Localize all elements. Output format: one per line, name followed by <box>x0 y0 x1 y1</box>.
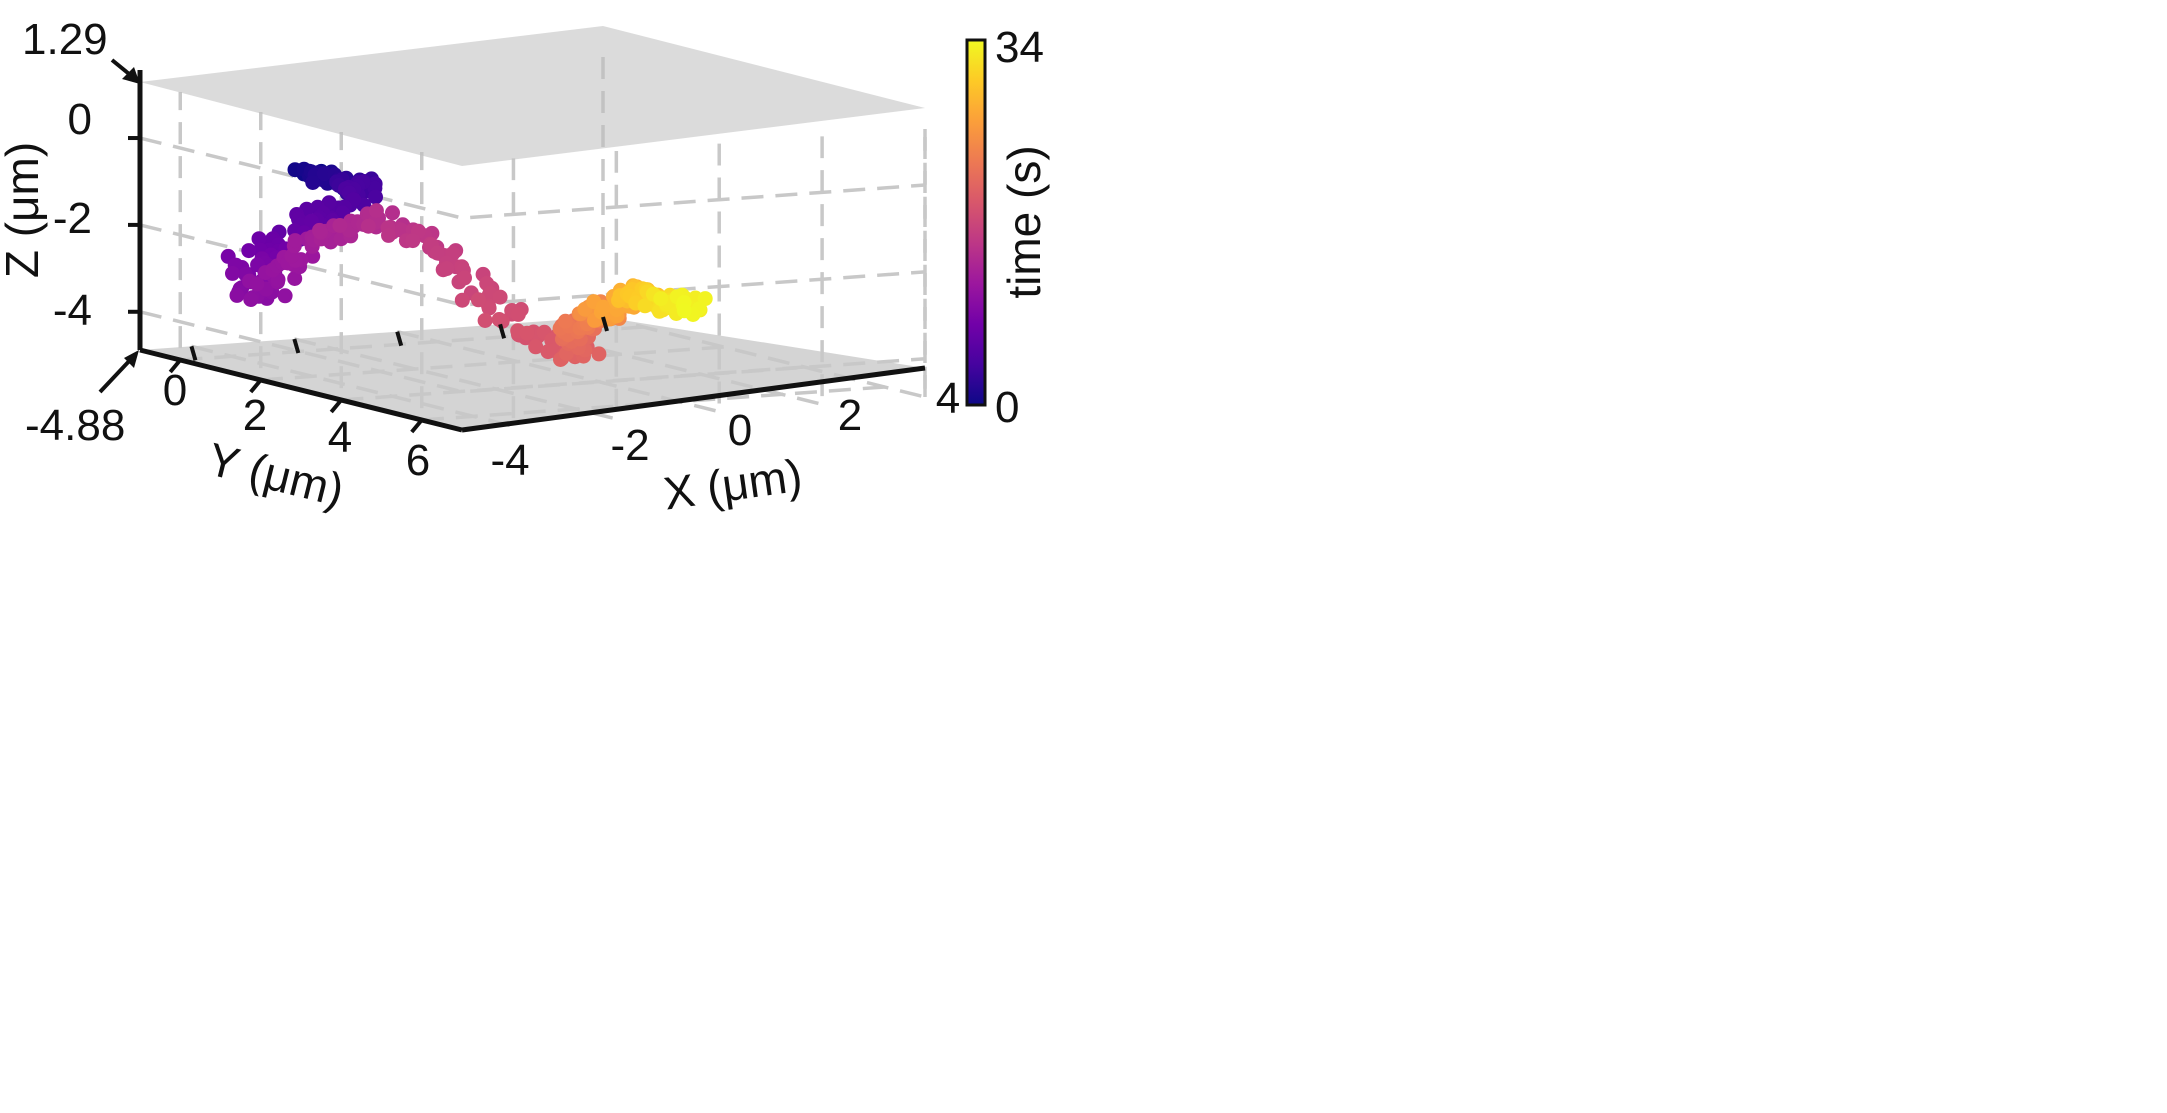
x-axis-title: X (μm) <box>660 449 805 520</box>
x-tick-label-2: 0 <box>728 406 752 455</box>
bottom-plane-arrowhead <box>124 350 139 368</box>
x-tick-mark <box>498 323 507 339</box>
grid-line <box>420 152 885 422</box>
z-tick-label-0: 0 <box>68 95 92 144</box>
trajectory-point <box>381 227 396 243</box>
trajectory-point <box>470 292 486 308</box>
grid-line <box>139 136 926 220</box>
trajectory-point <box>225 265 240 281</box>
trajectory-point <box>528 339 544 355</box>
grid-lines <box>139 49 927 429</box>
top-plane-label: 1.29 <box>22 15 108 64</box>
x-tick-mark <box>601 316 609 332</box>
x-axis-line <box>461 365 926 433</box>
grid-line <box>139 310 926 394</box>
colorbar-title: time (s) <box>998 145 1050 298</box>
trajectory-point <box>492 289 508 305</box>
trajectory-point <box>491 312 507 327</box>
y-tick-label-0: 0 <box>163 366 187 415</box>
y-tick-mark <box>329 398 343 414</box>
trajectory-point <box>287 233 303 249</box>
trajectory-point <box>457 270 472 286</box>
trajectory-point <box>481 300 497 316</box>
colorbar-max-label: 34 <box>995 23 1044 72</box>
x-tick-label-0: -4 <box>490 436 529 485</box>
tick-marks <box>128 136 609 434</box>
y-tick-mark <box>410 418 424 434</box>
x-tick-label-3: 2 <box>838 391 862 440</box>
trajectory-point <box>405 233 421 249</box>
trajectory-point <box>287 271 303 286</box>
bottom-plane-arrow <box>98 356 134 394</box>
x-tick-mark <box>395 331 404 347</box>
grid-line <box>178 92 644 362</box>
trajectory-point <box>519 325 535 341</box>
trajectory-point <box>332 218 348 233</box>
grid-line <box>396 143 721 414</box>
trajectory-point <box>454 292 470 308</box>
trajectory-point <box>241 243 257 259</box>
grid-line <box>191 158 516 429</box>
trajectory-point <box>429 245 445 261</box>
trajectory-point <box>477 313 493 328</box>
trajectory-point <box>676 303 692 319</box>
top-plane <box>140 26 925 166</box>
trajectory-point <box>637 298 653 314</box>
trajectory-point <box>439 261 455 277</box>
z-tick-label-1: -2 <box>53 194 92 243</box>
trajectory-point <box>368 189 383 205</box>
trajectory-point <box>368 203 384 219</box>
bottom-plane-label: -4.88 <box>25 401 125 450</box>
y-tick-mark <box>168 358 182 374</box>
y-axis-line <box>139 347 463 433</box>
trajectory-point <box>360 218 376 234</box>
trajectory-point <box>385 205 400 221</box>
grid-line <box>499 136 824 407</box>
grid-line <box>339 132 805 402</box>
y-tick-label-2: 4 <box>328 413 352 462</box>
x-tick-label-4: 4 <box>936 374 960 423</box>
top-plane-arrowhead <box>122 67 140 84</box>
trajectory-point <box>557 313 573 329</box>
colorbar-min-label: 0 <box>995 383 1019 432</box>
z-tick-label-2: -4 <box>53 286 92 335</box>
colorbar <box>965 38 987 407</box>
trajectory-point <box>653 291 669 307</box>
z-axis-title: Z (μm) <box>0 142 48 278</box>
x-tick-mark <box>189 345 198 361</box>
y-tick-label-1: 2 <box>243 391 267 440</box>
trajectory-point <box>249 276 265 292</box>
trajectory-point <box>243 292 259 307</box>
x-tick-label-1: -2 <box>610 421 649 470</box>
bottom-plane <box>140 317 925 430</box>
trajectory-point <box>510 306 526 322</box>
trajectory-point <box>305 175 321 190</box>
trajectory-point <box>251 231 267 247</box>
trajectory-points <box>220 161 713 367</box>
trajectory-point <box>591 346 607 362</box>
x-tick-mark <box>292 338 301 354</box>
trajectory-point <box>595 299 611 315</box>
y-tick-mark <box>249 378 263 394</box>
y-tick-label-3: 6 <box>406 436 430 485</box>
trajectory-point <box>277 288 293 304</box>
trajectory-point <box>229 287 245 303</box>
grid-line <box>293 151 619 422</box>
trajectory-point <box>312 222 327 238</box>
